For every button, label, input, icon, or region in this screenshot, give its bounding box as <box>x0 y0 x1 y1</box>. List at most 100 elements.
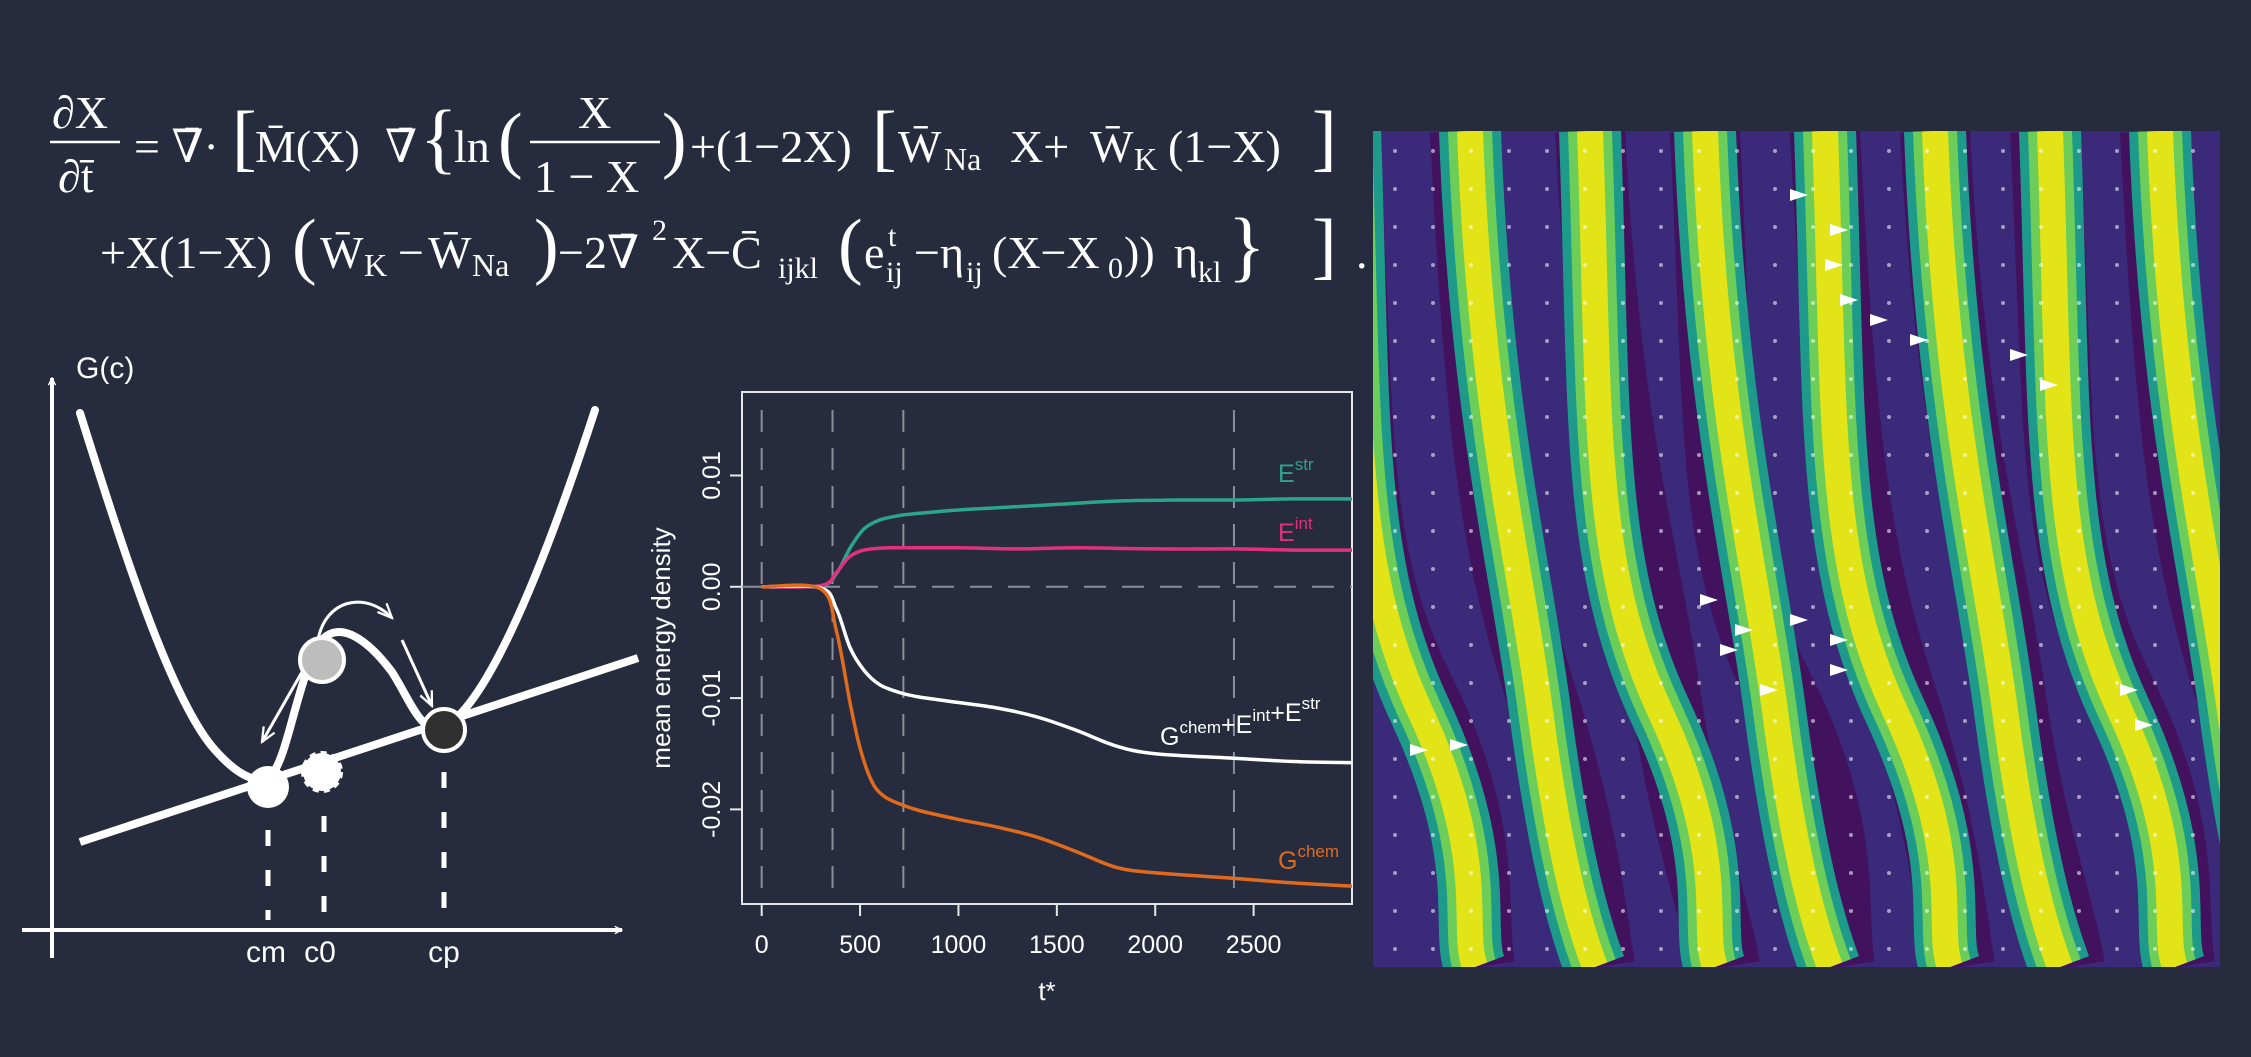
y-tick-label: 0.00 <box>698 562 726 611</box>
vector-dot <box>2115 453 2119 457</box>
vector-dot <box>2191 529 2195 533</box>
vector-dot <box>2115 415 2119 419</box>
vector-dot <box>1469 225 1473 229</box>
vector-dot <box>1393 225 1397 229</box>
eq-line2-wk: W̄ <box>320 227 364 278</box>
vector-dot <box>1469 833 1473 837</box>
vector-dot <box>2115 833 2119 837</box>
decay-right-arrow-icon <box>400 639 434 706</box>
vector-dot <box>1393 339 1397 343</box>
vector-dot <box>1811 909 1815 913</box>
series-label: Estr <box>1278 455 1314 488</box>
vector-dot <box>2191 833 2195 837</box>
vector-dot <box>2001 149 2005 153</box>
vector-dot <box>1849 681 1853 685</box>
vector-dot <box>1887 187 1891 191</box>
vector-dot <box>1963 529 1967 533</box>
vector-dot <box>2191 719 2195 723</box>
vector-dot <box>1431 339 1435 343</box>
vector-arrow <box>1760 684 1778 696</box>
vector-dot <box>1849 795 1853 799</box>
vector-dot <box>1925 415 1929 419</box>
vector-dot <box>1469 491 1473 495</box>
vector-dot <box>2039 339 2043 343</box>
vector-dot <box>1887 871 1891 875</box>
eq-line2-wna-sub: Na <box>472 247 509 283</box>
vector-dot <box>2153 681 2157 685</box>
field-yellow-band <box>1457 131 1608 967</box>
vector-dot <box>2001 415 2005 419</box>
vector-dot <box>1773 681 1777 685</box>
vector-dot <box>1431 453 1435 457</box>
vector-dot <box>1811 225 1815 229</box>
vector-dot <box>1925 909 1929 913</box>
vector-dot <box>1469 719 1473 723</box>
field-yellow-band <box>2147 131 2220 734</box>
vector-dot <box>1887 795 1891 799</box>
eq-wna-sub: Na <box>944 141 981 177</box>
vector-dot <box>1583 187 1587 191</box>
vector-dot <box>1925 567 1929 571</box>
vector-arrow <box>2120 684 2138 696</box>
vector-dot <box>1735 567 1739 571</box>
vector-dot <box>1887 301 1891 305</box>
vector-dot <box>1697 453 1701 457</box>
vector-dot <box>1887 947 1891 951</box>
vector-dot <box>1621 187 1625 191</box>
eq-line2-x-close: )) <box>1124 227 1155 278</box>
vector-dot <box>1393 833 1397 837</box>
vector-dot <box>1393 757 1397 761</box>
vector-dot <box>2039 757 2043 761</box>
vector-dot <box>1583 377 1587 381</box>
vector-dot <box>1621 225 1625 229</box>
vector-dot <box>1849 263 1853 267</box>
vector-dot <box>1735 871 1739 875</box>
vector-dot <box>2115 757 2119 761</box>
vector-dot <box>1963 719 1967 723</box>
eq-line2-x0-sub: 0 <box>1108 252 1123 285</box>
vector-dot <box>1925 643 1929 647</box>
vector-dot <box>1849 491 1853 495</box>
vector-dot <box>1545 947 1549 951</box>
vector-dot <box>1393 529 1397 533</box>
vector-dot <box>1507 339 1511 343</box>
vector-dot <box>2153 187 2157 191</box>
vector-dot <box>2039 795 2043 799</box>
vector-dot <box>2191 415 2195 419</box>
x-tick-label: 2500 <box>1226 931 1282 959</box>
vector-dot <box>2001 187 2005 191</box>
vector-dot <box>1583 833 1587 837</box>
vector-dot <box>2115 187 2119 191</box>
vector-dot <box>2077 719 2081 723</box>
vector-dot <box>1697 529 1701 533</box>
vector-dot <box>1659 757 1663 761</box>
vector-dot <box>1963 263 1967 267</box>
y-tick-label: -0.01 <box>698 670 726 727</box>
decay-left-arrow-icon <box>262 671 304 742</box>
vector-dot <box>1659 149 1663 153</box>
vector-dot <box>1507 377 1511 381</box>
vector-dot <box>2039 947 2043 951</box>
vector-dot <box>1431 415 1435 419</box>
vector-dot <box>2191 757 2195 761</box>
vector-dot <box>1925 757 1929 761</box>
vector-arrow <box>1910 334 1928 346</box>
eq-paren-open: ( <box>498 99 523 181</box>
vector-dot <box>1773 871 1777 875</box>
vector-dot <box>1621 605 1625 609</box>
vector-dot <box>2001 681 2005 685</box>
vector-dot <box>1621 833 1625 837</box>
vector-dot <box>1393 301 1397 305</box>
eq-wk-sub: K <box>1134 141 1157 177</box>
vector-dot <box>1811 301 1815 305</box>
vector-dot <box>1583 301 1587 305</box>
vector-dot <box>2191 567 2195 571</box>
vector-dot <box>2153 263 2157 267</box>
vector-dot <box>1621 415 1625 419</box>
tick-cp: cp <box>428 936 460 969</box>
vector-dot <box>2115 909 2119 913</box>
vector-dot <box>1811 795 1815 799</box>
eq-line2-c-sub: ijkl <box>778 252 818 285</box>
vector-dot <box>1469 301 1473 305</box>
vector-dot <box>1431 377 1435 381</box>
